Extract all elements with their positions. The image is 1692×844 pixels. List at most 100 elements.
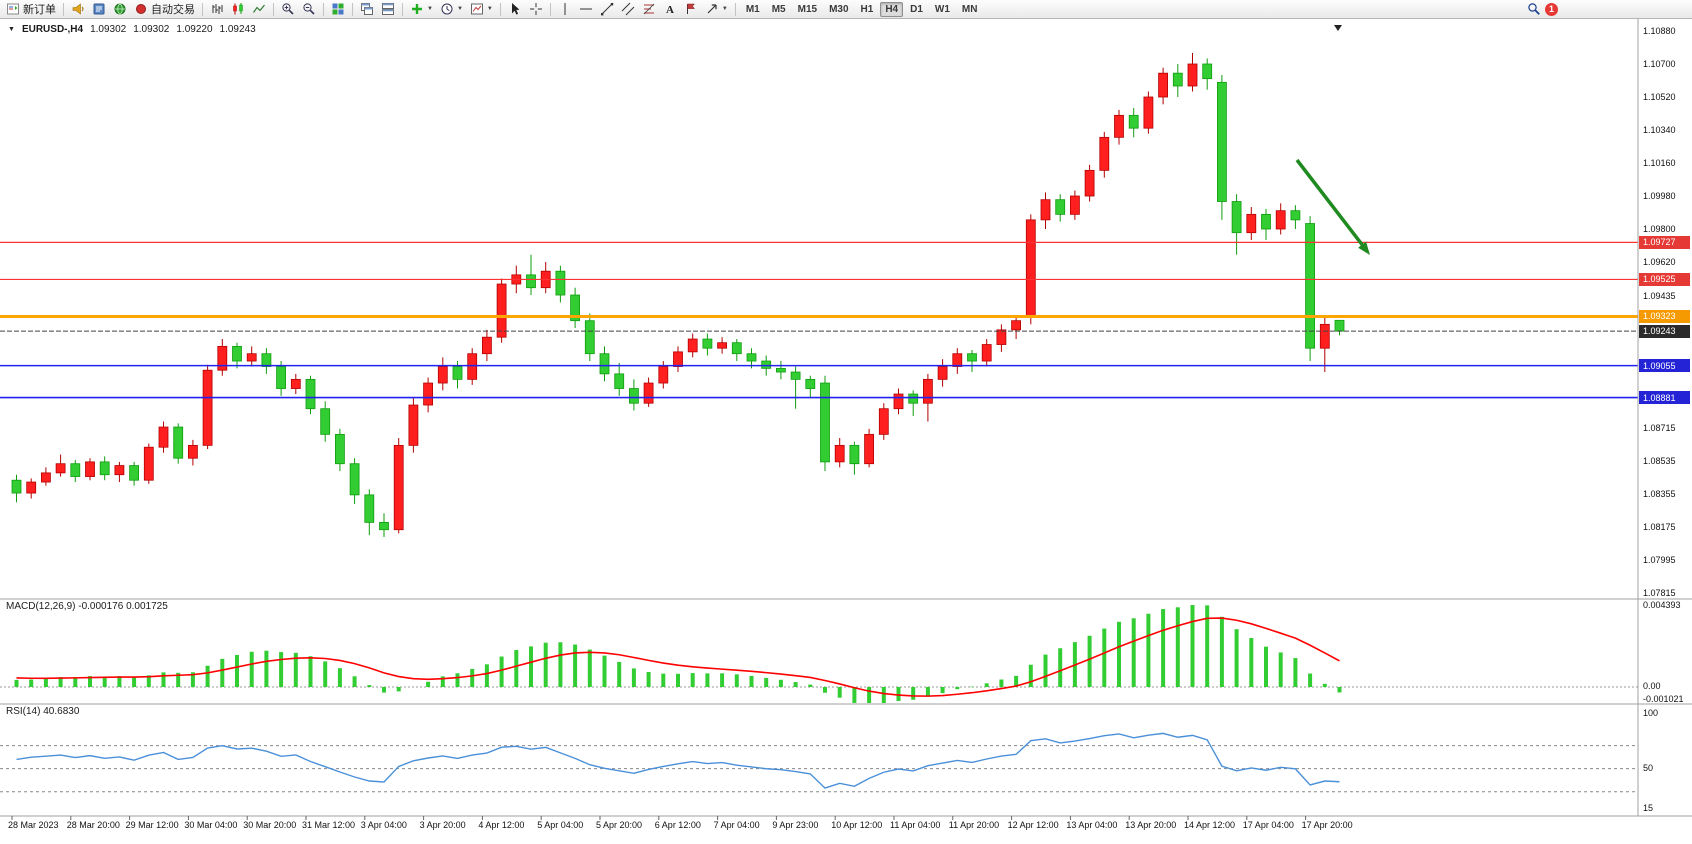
editor-icon [93,3,105,15]
candle-body [334,433,345,465]
macd-bar [867,687,872,703]
tab-timeframe-M5[interactable]: M5 [767,2,791,17]
candlestick-chart-button[interactable] [228,1,248,17]
macd-bar [661,673,666,687]
trendline-tool[interactable] [597,1,617,17]
candle-body [349,463,360,496]
crosshair-button[interactable] [526,1,546,17]
toolbar-separator [402,2,403,16]
candle-body [379,521,389,531]
trend-arrow[interactable] [1295,158,1366,249]
macd-bar [543,642,548,687]
candle-body [731,342,742,355]
macd-bar [896,687,901,701]
macd-bar [808,684,813,687]
candle-body [393,444,404,531]
toolbar-separator [273,2,274,16]
macd-bar [293,652,298,687]
macd-bar [470,668,475,687]
macd-bar [117,676,122,687]
candle-body [408,404,419,446]
cascade-windows-button[interactable] [357,1,377,17]
macd-bar [1014,675,1019,687]
candle-body [614,373,625,389]
macd-bar [426,681,431,687]
candle-body [1305,223,1315,349]
candle-body [1128,114,1139,129]
label-tool[interactable] [681,1,701,17]
community-button[interactable] [110,1,130,17]
macd-bar [925,687,930,697]
candle-body [967,353,977,362]
tab-timeframe-H1[interactable]: H1 [856,2,879,17]
tab-timeframe-M15[interactable]: M15 [793,2,822,17]
tile-horizontal-button[interactable] [378,1,398,17]
cursor-arrow-icon [511,3,520,15]
chart-shift-marker[interactable] [1334,25,1342,31]
macd-bar [146,675,151,687]
add-indicator-button[interactable]: ▼ [407,1,436,17]
macd-bar [484,664,489,687]
macd-bar [1146,613,1151,687]
line-chart-button[interactable] [249,1,269,17]
macd-bar [1249,638,1254,687]
toolbar-separator [63,2,64,16]
templates-button[interactable]: ▼ [467,1,496,17]
tab-timeframe-D1[interactable]: D1 [905,2,928,17]
periods-button[interactable]: ▼ [437,1,466,17]
macd-bar [1308,673,1313,687]
candle-body [276,366,287,389]
candle-body [1231,201,1242,234]
macd-bar [911,687,916,700]
vertical-line-tool[interactable] [555,1,575,17]
cursor-button[interactable] [505,1,525,17]
bar-chart-button[interactable] [207,1,227,17]
alerts-button[interactable] [68,1,88,17]
chart-canvas[interactable] [0,19,1692,844]
macd-bar [558,642,563,687]
candle-body [173,426,184,459]
macd-bar [646,672,651,687]
tile-windows-button[interactable] [328,1,348,17]
candle-body [952,353,963,367]
chart-area[interactable]: ▼ EURUSD-,H4 1.09302 1.09302 1.09220 1.0… [0,19,1692,844]
auto-trading-label: 自动交易 [151,4,195,16]
macd-bar [308,656,313,687]
macd-bar [88,676,92,687]
tab-timeframe-W1[interactable]: W1 [930,2,955,17]
new-order-button[interactable]: 新订单 [3,1,59,17]
candle-body [99,461,110,476]
search-button[interactable] [1524,1,1544,17]
macd-bar [778,679,783,687]
clock-icon [441,3,453,15]
horizontal-line-tool[interactable] [576,1,596,17]
candle-body [55,463,66,474]
auto-trading-button[interactable]: 自动交易 [131,1,198,17]
candle-body [364,494,375,523]
candle-body [1025,219,1036,318]
arrows-tool[interactable]: ▼ [702,1,731,17]
tab-timeframe-H4[interactable]: H4 [880,1,904,17]
chevron-down-icon: ▼ [721,6,728,12]
zoom-out-button[interactable] [299,1,319,17]
tab-timeframe-M30[interactable]: M30 [824,2,853,17]
zoom-in-button[interactable] [278,1,298,17]
tab-timeframe-M1[interactable]: M1 [741,2,765,17]
macd-bar [1205,605,1210,687]
fibonacci-tool[interactable] [639,1,659,17]
candle-body [864,433,874,465]
notification-badge[interactable]: 1 [1545,2,1558,16]
tab-timeframe-MN[interactable]: MN [957,2,983,17]
line-chart-icon [253,4,265,13]
tile-grid-icon [332,3,344,15]
text-tool[interactable]: A [660,1,680,17]
editor-button[interactable] [89,1,109,17]
channel-tool[interactable] [618,1,638,17]
collapse-arrow-icon[interactable]: ▼ [8,26,15,33]
close-value: 1.09243 [219,24,256,35]
trend-arrow-head[interactable] [1358,241,1370,255]
toolbar: 新订单 自动交易 [0,0,1692,19]
toolbar-separator [549,2,551,16]
macd-bar [749,675,754,687]
candle-body [290,378,301,389]
